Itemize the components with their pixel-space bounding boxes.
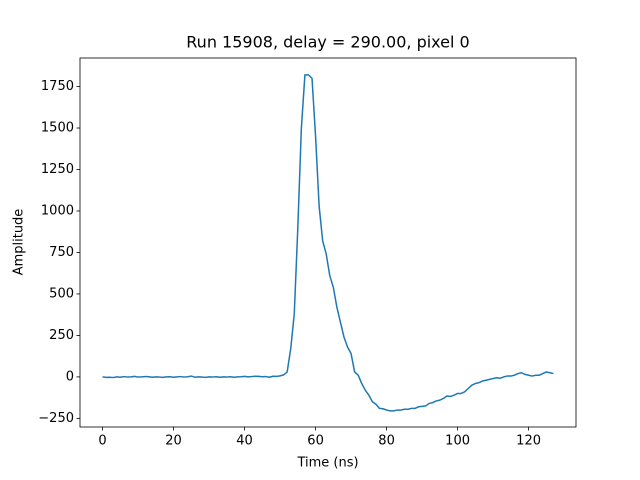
- y-axis-label: Amplitude: [12, 209, 27, 276]
- y-tick-label: 0: [66, 369, 74, 384]
- y-tick-label: 750: [49, 245, 74, 260]
- y-tick-label: 500: [49, 286, 74, 301]
- x-tick-label: 20: [165, 434, 182, 449]
- y-tick-label: 1750: [41, 79, 74, 94]
- x-tick-label: 40: [236, 434, 253, 449]
- y-tick-label: −250: [38, 411, 74, 426]
- y-tick-label: 1500: [41, 121, 74, 136]
- x-tick-label: 80: [378, 434, 395, 449]
- y-tick-label: 1250: [41, 162, 74, 177]
- x-axis-label: Time (ns): [296, 456, 358, 471]
- x-tick-label: 60: [307, 434, 324, 449]
- x-tick-label: 120: [516, 434, 541, 449]
- y-tick-label: 1000: [41, 203, 74, 218]
- data-line: [102, 74, 554, 412]
- x-tick-label: 100: [445, 434, 470, 449]
- x-tick-label: 0: [98, 434, 106, 449]
- chart-title: Run 15908, delay = 290.00, pixel 0: [186, 33, 469, 52]
- y-tick-label: 250: [49, 328, 74, 343]
- plot-frame: [79, 57, 577, 428]
